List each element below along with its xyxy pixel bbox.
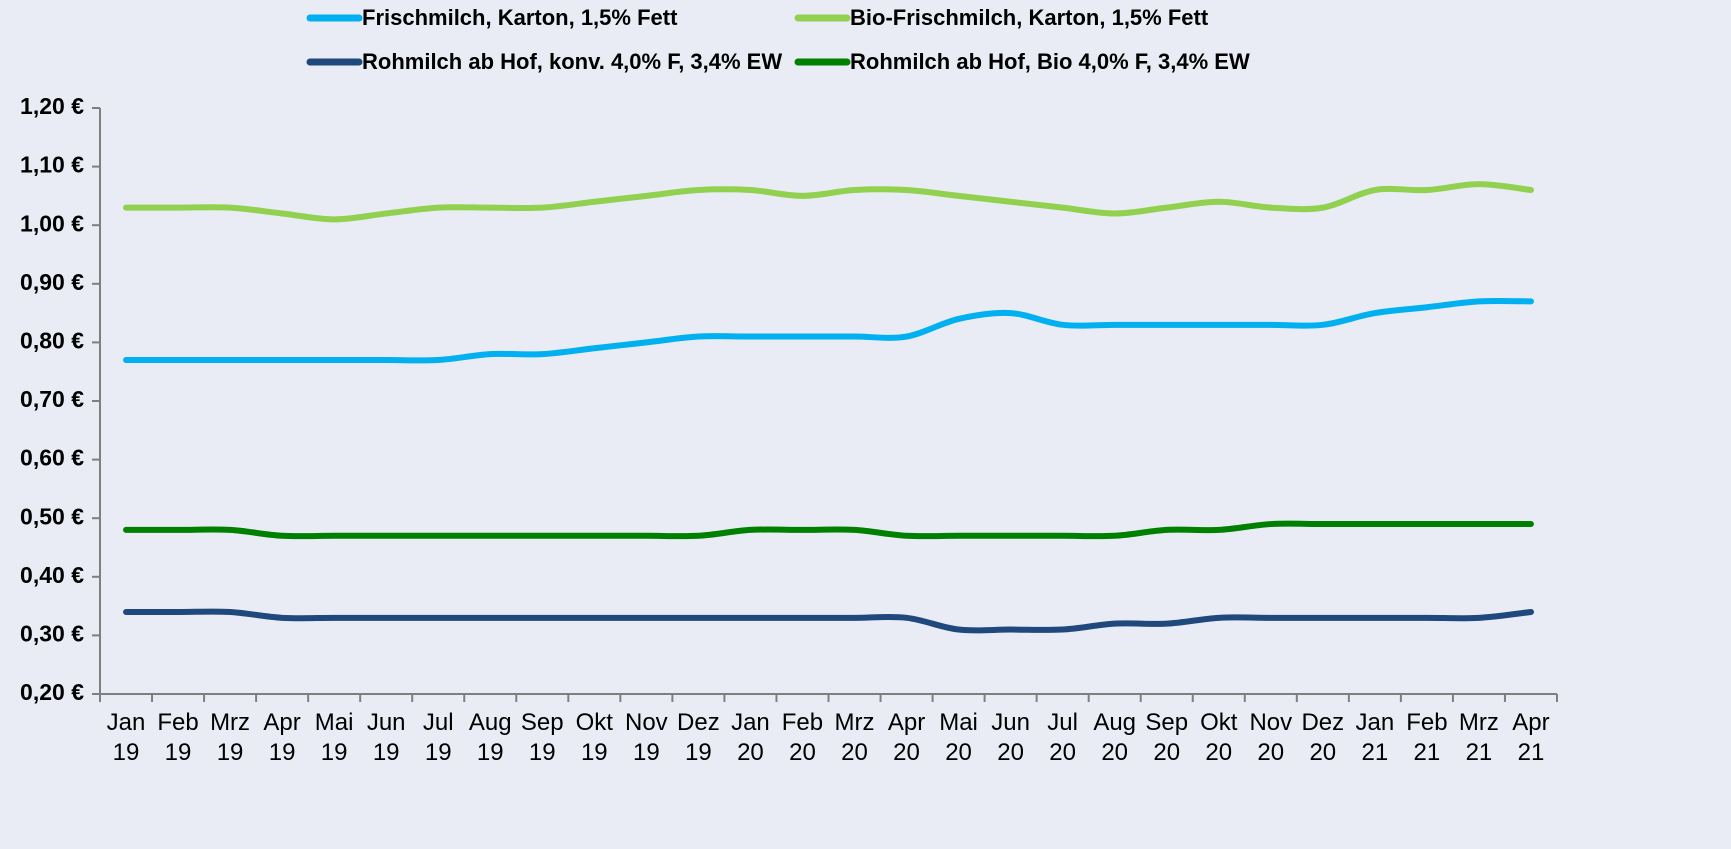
x-tick-label: Dez 19 <box>677 709 720 766</box>
x-tick-label: Mrz 21 <box>1458 709 1499 766</box>
legend-label: Rohmilch ab Hof, konv. 4,0% F, 3,4% EW <box>362 49 782 74</box>
legend-label: Rohmilch ab Hof, Bio 4,0% F, 3,4% EW <box>850 49 1250 74</box>
x-tick-label: Okt 19 <box>575 709 613 766</box>
x-tick-label: Mai 20 <box>939 709 978 766</box>
y-tick-label: 0,80 € <box>20 327 84 353</box>
x-tick-label: Aug 19 <box>468 709 512 766</box>
x-tick-label: Jun 20 <box>991 709 1030 766</box>
x-tick-label: Sep 19 <box>520 709 564 766</box>
x-tick-label: Mai 19 <box>314 709 354 766</box>
x-tick-label: Aug 20 <box>1093 709 1137 766</box>
legend-label: Frischmilch, Karton, 1,5% Fett <box>362 5 678 30</box>
x-tick-label: Apr 20 <box>887 709 926 766</box>
x-tick-label: Jan 20 <box>731 709 770 766</box>
y-tick-label: 0,60 € <box>20 445 84 471</box>
x-tick-label: Feb 21 <box>1406 709 1448 766</box>
y-tick-label: 1,20 € <box>20 93 84 119</box>
y-tick-label: 0,40 € <box>20 562 84 588</box>
x-tick-label: Sep 20 <box>1145 709 1189 766</box>
x-tick-label: Mrz 19 <box>210 709 251 766</box>
y-tick-label: 0,20 € <box>20 679 84 705</box>
series-line <box>123 181 1534 223</box>
x-tick-label: Jan 21 <box>1355 709 1395 766</box>
y-tick-label: 1,00 € <box>20 210 84 236</box>
x-tick-label: Jul 19 <box>422 709 454 766</box>
y-tick-label: 0,30 € <box>20 620 84 646</box>
y-tick-label: 0,50 € <box>20 503 84 529</box>
x-tick-label: Jul 20 <box>1047 709 1078 766</box>
series-line <box>123 520 1534 540</box>
y-tick-label: 0,90 € <box>20 269 84 295</box>
x-tick-label: Feb 19 <box>157 709 199 766</box>
x-tick-label: Apr 21 <box>1512 709 1550 766</box>
x-tick-label: Jun 19 <box>366 709 406 766</box>
y-tick-label: 0,70 € <box>20 386 84 412</box>
x-tick-label: Nov 20 <box>1249 709 1293 766</box>
x-tick-label: Mrz 20 <box>834 709 875 766</box>
x-tick-label: Feb 20 <box>781 709 824 766</box>
series-line <box>123 297 1534 364</box>
x-tick-label: Dez 20 <box>1301 709 1345 766</box>
x-tick-label: Jan 19 <box>106 709 146 766</box>
x-tick-label: Okt 20 <box>1200 709 1238 766</box>
y-tick-label: 1,10 € <box>20 152 84 178</box>
x-tick-label: Nov 19 <box>625 709 668 766</box>
x-tick-label: Apr 19 <box>263 709 301 766</box>
legend-label: Bio-Frischmilch, Karton, 1,5% Fett <box>850 5 1209 30</box>
series-line <box>123 608 1534 634</box>
